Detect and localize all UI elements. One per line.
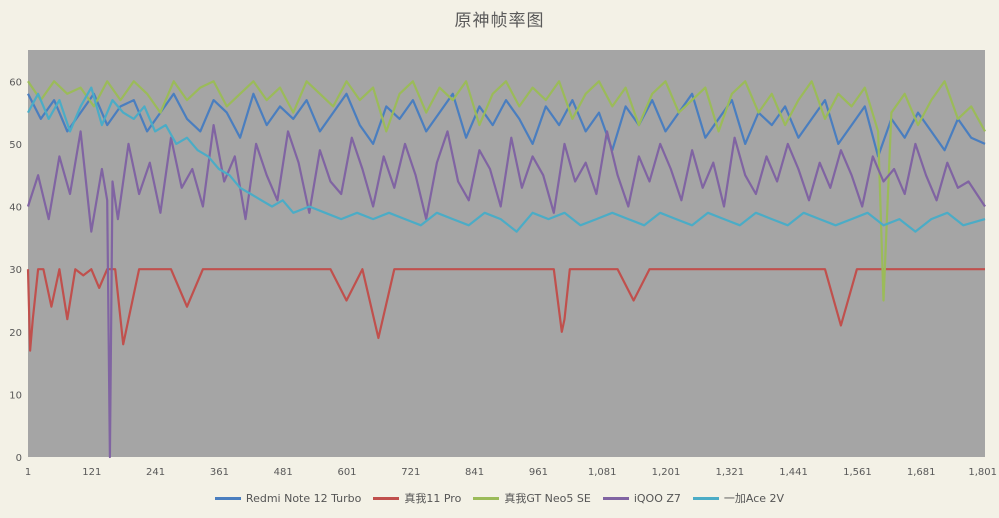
series-lines	[26, 80, 986, 459]
series-line-1	[26, 268, 985, 352]
series-line-3	[26, 123, 986, 459]
y-tick-label: 0	[16, 453, 22, 464]
y-tick-label: 50	[9, 140, 22, 151]
x-tick-label: 601	[337, 467, 356, 478]
x-tick-label: 121	[82, 467, 101, 478]
x-tick-label: 1,681	[907, 467, 936, 478]
y-axis: 0 10 20 30 40 50 60	[9, 77, 22, 464]
legend: Redmi Note 12 Turbo 真我11 Pro 真我GT Neo5 SE i…	[0, 490, 999, 506]
series-line-2	[27, 80, 986, 302]
x-tick-label: 1,081	[588, 467, 617, 478]
x-axis: 1 121 241 361 481 601 721 841 961 1,081 1,201 1,321…	[25, 467, 997, 478]
series-line-4	[27, 86, 986, 233]
legend-label: 真我11 Pro	[404, 492, 462, 505]
series-line-0	[27, 92, 986, 158]
legend-label: 真我GT Neo5 SE	[504, 492, 591, 505]
x-tick-label: 1	[25, 467, 31, 478]
x-tick-label: 361	[210, 467, 229, 478]
x-tick-label: 1,561	[843, 467, 872, 478]
y-tick-label: 40	[9, 203, 22, 214]
legend-item: 一加Ace 2V	[692, 490, 785, 506]
legend-label: 一加Ace 2V	[723, 492, 785, 505]
legend-item: 真我11 Pro	[373, 490, 461, 506]
legend-label: iQOO Z7	[633, 491, 681, 505]
x-tick-label: 481	[274, 467, 293, 478]
x-tick-label: 1,201	[652, 467, 681, 478]
x-tick-label: 1,321	[715, 467, 744, 478]
x-tick-label: 961	[529, 467, 548, 478]
legend-swatch	[602, 496, 629, 500]
chart-title: 原神帧率图	[454, 11, 545, 31]
legend-label: Redmi Note 12 Turbo	[245, 491, 362, 505]
legend-item: 真我GT Neo5 SE	[473, 490, 591, 506]
legend-item: iQOO Z7	[602, 490, 681, 506]
legend-swatch	[692, 496, 719, 500]
y-tick-label: 20	[9, 328, 22, 339]
x-tick-label: 1,441	[779, 467, 808, 478]
x-tick-label: 241	[146, 467, 165, 478]
plot-area	[28, 50, 985, 457]
legend-swatch	[473, 496, 500, 500]
legend-swatch	[214, 496, 241, 500]
y-tick-label: 10	[9, 390, 22, 401]
x-tick-label: 721	[401, 467, 420, 478]
x-tick-label: 841	[465, 467, 484, 478]
legend-item: Redmi Note 12 Turbo	[214, 490, 362, 506]
y-tick-label: 60	[9, 77, 22, 88]
legend-swatch	[373, 496, 400, 500]
x-tick-label: 1,801	[968, 467, 997, 478]
y-tick-label: 30	[9, 265, 22, 276]
